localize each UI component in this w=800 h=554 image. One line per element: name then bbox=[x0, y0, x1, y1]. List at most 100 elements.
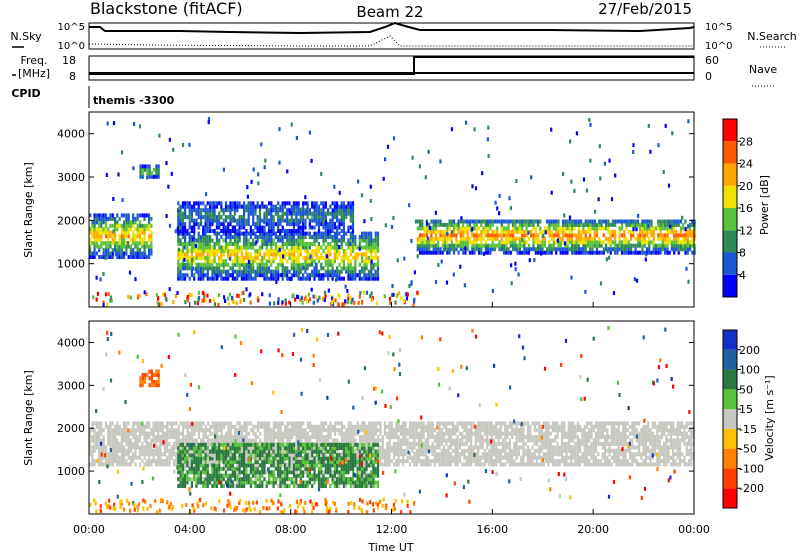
power-cell bbox=[304, 225, 307, 230]
power-cell bbox=[236, 255, 239, 260]
velocity-cell bbox=[454, 452, 457, 457]
velocity-cell bbox=[91, 421, 94, 426]
power-cell bbox=[243, 211, 246, 216]
power-speckle bbox=[246, 203, 249, 208]
power-speckle bbox=[521, 237, 524, 242]
power-cell bbox=[313, 242, 316, 246]
power-speckle bbox=[247, 265, 250, 270]
power-cell bbox=[650, 226, 653, 231]
power-cell bbox=[595, 240, 599, 245]
power-cell bbox=[272, 218, 275, 223]
power-cell bbox=[363, 276, 366, 281]
power-cell bbox=[546, 250, 549, 255]
velocity-cell bbox=[102, 428, 105, 433]
power-cell bbox=[666, 222, 669, 227]
power-cell bbox=[598, 219, 601, 224]
power-cell bbox=[302, 235, 305, 240]
velocity-cell bbox=[383, 431, 387, 436]
power-cell bbox=[184, 266, 187, 271]
power-cell bbox=[573, 247, 576, 252]
velocity-cell bbox=[268, 428, 271, 433]
velocity-cell bbox=[288, 421, 291, 426]
power-speckle bbox=[649, 149, 652, 154]
power-speckle bbox=[232, 216, 236, 221]
velocity-cell bbox=[229, 428, 232, 433]
power-cell bbox=[609, 240, 612, 245]
power-cell bbox=[295, 215, 298, 220]
velocity-cell bbox=[245, 459, 248, 464]
power-cell bbox=[91, 255, 94, 259]
power-speckle bbox=[394, 300, 397, 305]
velocity-cell bbox=[159, 424, 162, 429]
power-cell bbox=[468, 219, 472, 224]
power-cell bbox=[329, 242, 332, 246]
velocity-cell bbox=[302, 428, 305, 433]
power-cell bbox=[657, 226, 660, 231]
velocity-cell bbox=[304, 431, 307, 436]
power-cell bbox=[320, 215, 323, 220]
power-cell bbox=[358, 235, 361, 240]
power-speckle bbox=[281, 300, 284, 305]
velocity-cell bbox=[277, 421, 280, 426]
power-speckle bbox=[550, 127, 553, 132]
velocity-cell bbox=[111, 428, 114, 433]
velocity-cell bbox=[152, 435, 155, 440]
power-cell bbox=[95, 227, 98, 232]
power-cell bbox=[464, 250, 467, 255]
velocity-cell bbox=[381, 455, 384, 460]
power-speckle bbox=[410, 281, 413, 286]
power-cell bbox=[443, 240, 447, 245]
velocity-cell bbox=[313, 424, 316, 429]
velocity-cell bbox=[309, 421, 312, 426]
velocity-cell bbox=[157, 438, 160, 443]
power-cell bbox=[261, 201, 264, 206]
power-cell bbox=[213, 211, 216, 216]
power-cell bbox=[181, 215, 184, 220]
velocity-cell bbox=[424, 452, 427, 457]
power-speckle bbox=[160, 301, 163, 306]
velocity-cell bbox=[204, 431, 207, 436]
power-speckle bbox=[241, 291, 244, 296]
velocity-cell bbox=[111, 438, 114, 443]
power-cell bbox=[374, 273, 377, 278]
power-cell bbox=[247, 276, 250, 281]
velocity-cell bbox=[395, 445, 398, 450]
power-cell bbox=[238, 238, 241, 243]
power-cell bbox=[265, 208, 268, 213]
power-cell bbox=[324, 235, 327, 240]
power-cell bbox=[139, 167, 142, 172]
power-cell bbox=[342, 201, 345, 206]
power-cell bbox=[342, 204, 345, 209]
velocity-cell bbox=[218, 438, 221, 443]
velocity-cell bbox=[461, 448, 464, 453]
power-cell bbox=[268, 231, 271, 236]
power-cell bbox=[224, 208, 228, 213]
power-cell bbox=[358, 269, 361, 274]
power-cell bbox=[290, 231, 293, 236]
power-cell bbox=[215, 262, 218, 267]
power-cell bbox=[443, 229, 447, 234]
power-cell bbox=[645, 247, 649, 252]
power-speckle bbox=[632, 143, 635, 148]
power-cell bbox=[480, 219, 483, 224]
velocity-cell bbox=[447, 435, 450, 440]
power-speckle bbox=[450, 230, 453, 234]
power-cell bbox=[428, 243, 431, 248]
velocity-cell bbox=[408, 428, 412, 433]
power-cell bbox=[229, 252, 232, 257]
power-cell bbox=[197, 245, 200, 250]
power-speckle bbox=[143, 290, 146, 295]
power-cell bbox=[308, 242, 311, 246]
velocity-cell bbox=[116, 452, 119, 457]
power-cell bbox=[197, 238, 200, 243]
power-cell bbox=[258, 248, 262, 253]
power-cell bbox=[374, 262, 377, 267]
power-cell bbox=[691, 219, 694, 224]
power-cell bbox=[370, 252, 373, 257]
power-cell bbox=[464, 226, 467, 231]
power-speckle bbox=[324, 294, 327, 299]
power-cell bbox=[290, 255, 293, 260]
power-cell bbox=[270, 238, 273, 243]
power-cell bbox=[370, 269, 373, 274]
velocity-cell bbox=[388, 452, 391, 457]
